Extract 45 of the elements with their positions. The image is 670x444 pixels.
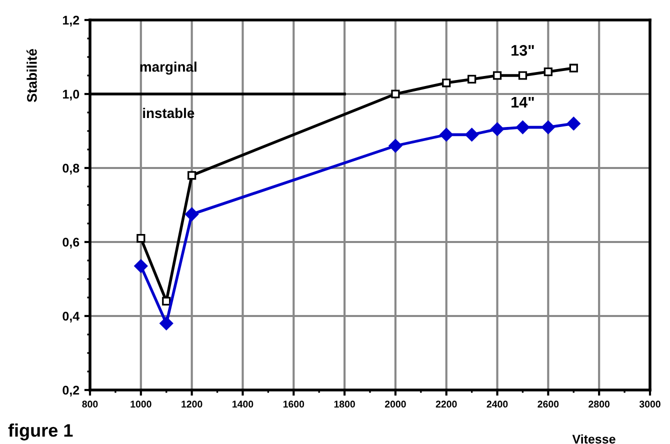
point (518, 71, 528, 80)
x-tick-label: 800 (82, 400, 98, 408)
point (569, 64, 578, 72)
point (388, 139, 402, 153)
y-tick-label: 0,6 (62, 238, 80, 248)
x-tick-label: 1400 (232, 400, 254, 408)
point (492, 71, 502, 80)
x-tick-label: 1600 (283, 400, 304, 408)
x-tick-label: 2200 (436, 400, 457, 408)
x-tick-label: 1000 (130, 400, 152, 408)
point (465, 128, 479, 142)
y-axis-title: Stabilité (26, 48, 37, 102)
point (490, 122, 504, 136)
point (566, 116, 580, 130)
point (442, 78, 451, 88)
point (160, 316, 174, 330)
y-tick-label: 1,2 (62, 16, 80, 26)
point (440, 128, 454, 142)
x-tick-label: 3000 (639, 400, 660, 408)
y-tick-label: 1,0 (62, 90, 80, 100)
point (162, 296, 171, 306)
annotation: instable (143, 108, 194, 118)
point (516, 120, 530, 134)
x-tick-label: 1200 (182, 400, 202, 408)
x-tick-label: 2800 (588, 400, 610, 408)
y-tick-label: 0,8 (62, 164, 80, 174)
x-tick-label: 1800 (334, 400, 355, 408)
series-label: 13" (512, 44, 534, 56)
point (185, 208, 199, 221)
x-axis-title: Vitesse (572, 434, 616, 444)
series-label: 14" (512, 96, 534, 108)
x-tick-label: 2400 (486, 400, 508, 408)
point (544, 67, 552, 76)
annotation: marginal (140, 62, 196, 75)
y-tick-label: 0,2 (62, 386, 80, 396)
point (468, 74, 476, 84)
point (541, 120, 555, 134)
point (391, 90, 400, 98)
point (136, 234, 146, 243)
x-tick-label: 2000 (384, 400, 406, 408)
x-tick-label: 2600 (538, 400, 559, 408)
caption: figure 1 (8, 424, 73, 440)
y-tick-label: 0,4 (62, 312, 80, 322)
point (134, 259, 148, 273)
point (188, 171, 196, 180)
